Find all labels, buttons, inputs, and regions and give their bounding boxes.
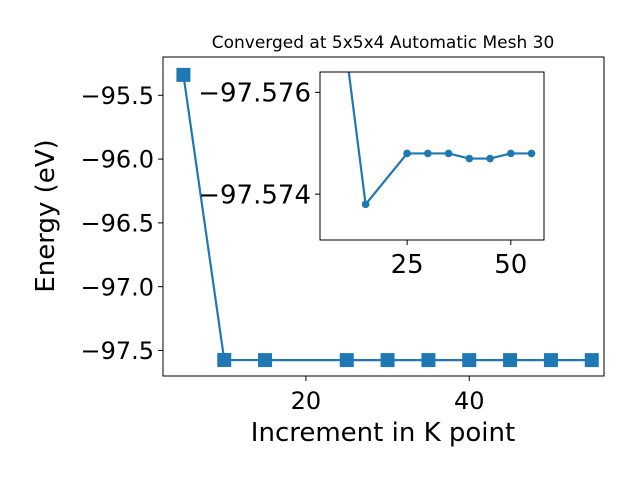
main-data-point — [176, 67, 191, 82]
main-data-point — [462, 353, 477, 368]
main-data-point — [339, 353, 354, 368]
y-axis-label: Energy (eV) — [31, 139, 61, 292]
inset-data-point — [403, 149, 411, 158]
inset-x-tick-label: 25 — [391, 250, 424, 280]
inset-y-tick-label: −97.576 — [198, 79, 311, 109]
inset-y-tick-label: −97.574 — [198, 181, 311, 211]
inset-data — [347, 72, 536, 209]
inset-data-point — [486, 154, 494, 163]
main-series-line — [182, 74, 592, 362]
inset-plot: 25 50 −97.576 −97.574 — [198, 71, 545, 280]
main-data-point — [543, 353, 558, 368]
main-data-point — [503, 353, 518, 368]
inset-data-point — [361, 200, 370, 209]
main-data-point — [217, 352, 232, 367]
inset-data-point — [444, 149, 453, 158]
chart-title: Converged at 5x5x4 Automatic Mesh 30 — [212, 33, 555, 53]
main-x-tick-label: 20 — [291, 387, 322, 415]
inset-background — [320, 72, 544, 240]
inset-data-point — [465, 154, 474, 163]
main-y-tick-label: −95.5 — [80, 82, 154, 110]
inset-data-point — [527, 149, 536, 158]
main-x-tick-label: 40 — [454, 387, 485, 415]
x-axis-label: Increment in K point — [251, 418, 515, 448]
inset-data-point — [507, 149, 515, 158]
inset-data-point — [424, 149, 432, 158]
main-y-tick-label: −96.5 — [80, 210, 154, 238]
main-data-point — [380, 353, 395, 368]
main-data-point — [421, 353, 436, 368]
main-frame — [162, 56, 605, 377]
inset-frame — [319, 71, 545, 241]
main-data — [176, 67, 599, 368]
main-data-point — [258, 353, 273, 368]
inset-x-tick-label: 50 — [494, 250, 527, 280]
main-data-point — [584, 353, 599, 368]
main-y-tick-label: −97.5 — [80, 337, 154, 365]
main-y-tick-label: −97.0 — [80, 273, 154, 301]
main-y-tick-label: −96.0 — [80, 146, 154, 174]
